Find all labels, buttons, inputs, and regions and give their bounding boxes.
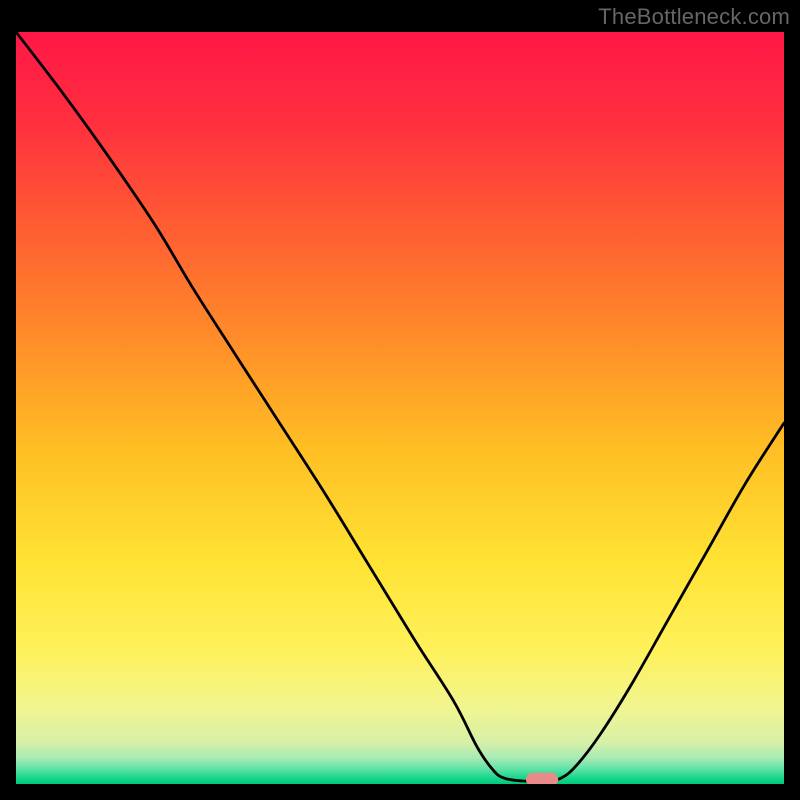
watermark-text: TheBottleneck.com — [598, 4, 790, 30]
plot-svg — [16, 32, 784, 784]
optimal-marker — [526, 773, 558, 784]
gradient-background — [16, 32, 784, 784]
plot-area — [16, 32, 784, 784]
chart-frame: TheBottleneck.com — [0, 0, 800, 800]
